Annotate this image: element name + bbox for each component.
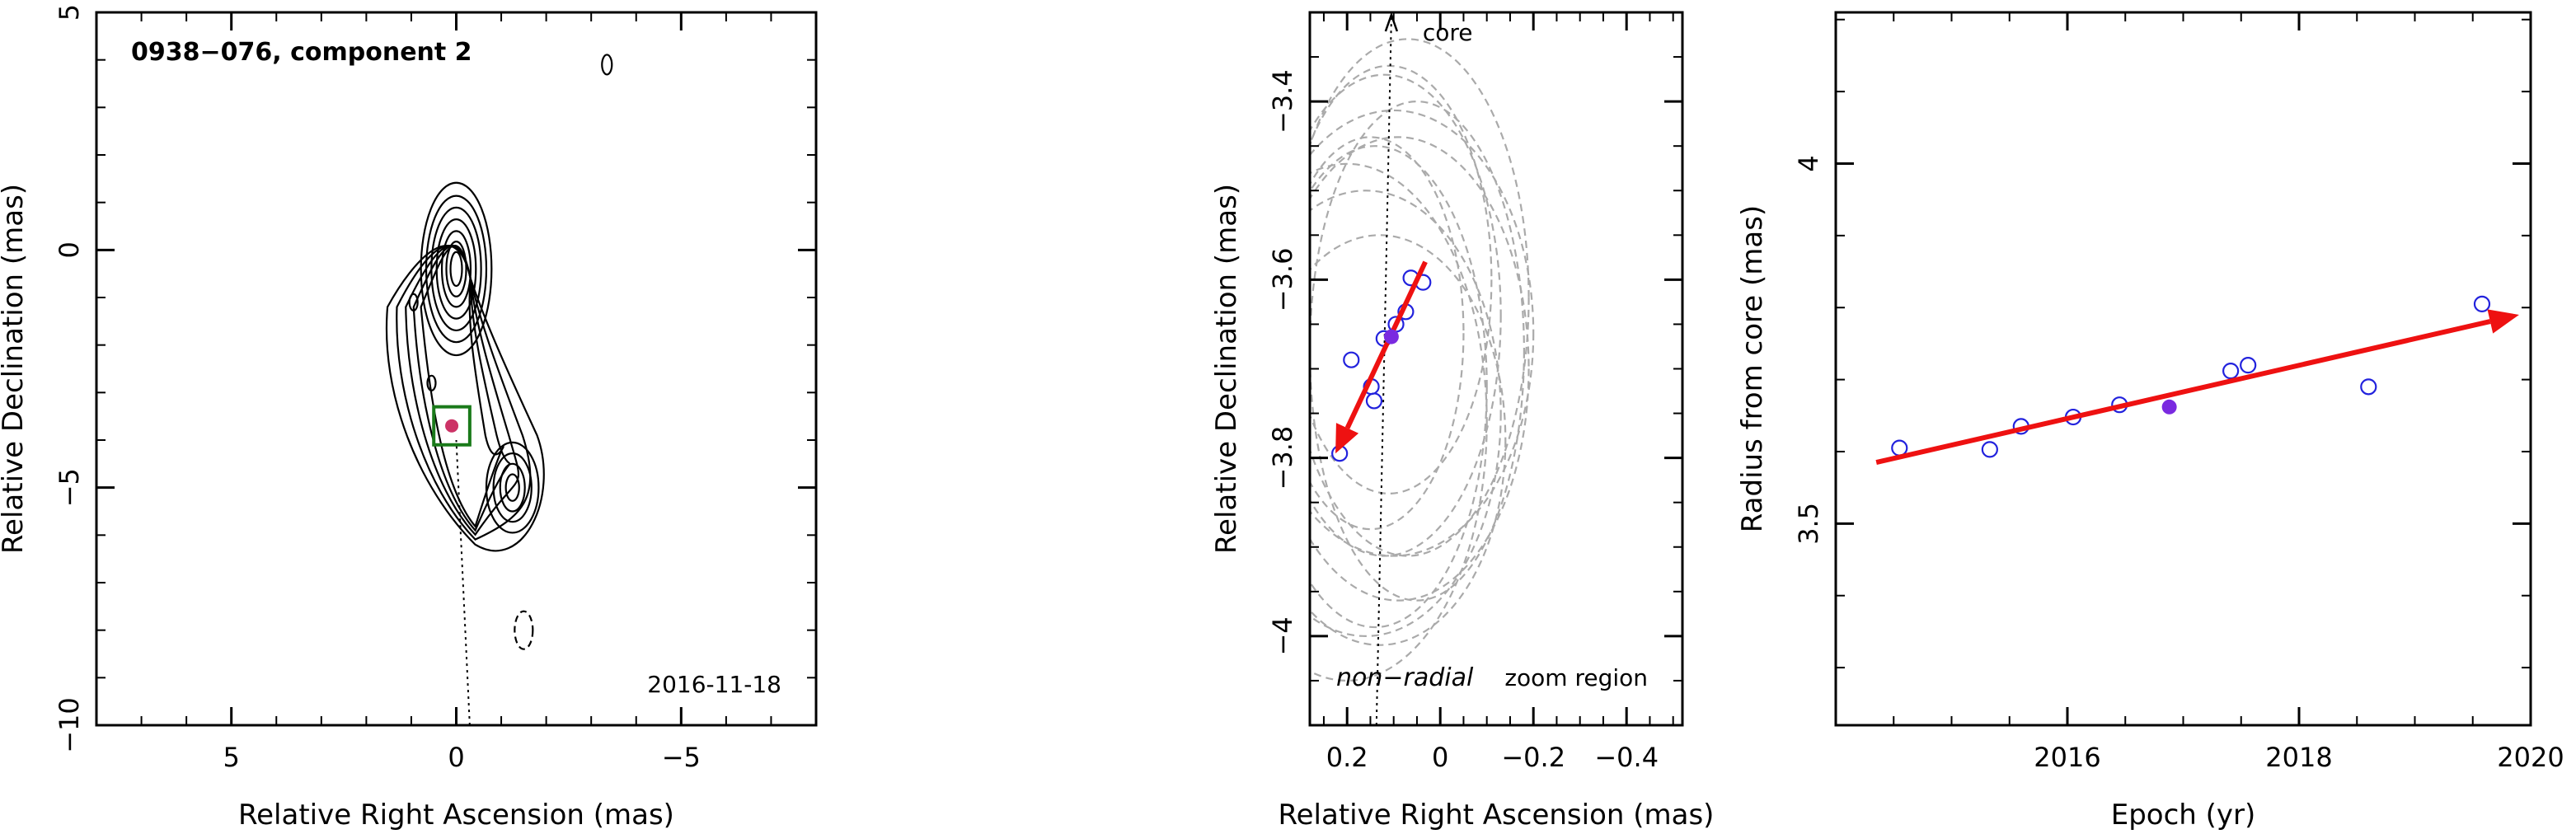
panel-middle-zoom-scatter: 0.2 0 −0.2 −0.4 −3.4 −3.6 −3.8 −4 core non−radi… [1210,11,1715,832]
y-tick-label: −10 [54,697,85,753]
error-ellipse [1310,145,1488,629]
data-point [2222,363,2240,380]
trend-vector [1875,319,2491,466]
x-tick-label: 2020 [2497,742,2564,773]
plot-frame [1834,11,2532,727]
data-point [2360,378,2377,396]
contour-core [449,251,463,288]
motion-vector [1344,260,1428,429]
epoch-label: 2016-11-18 [647,671,781,698]
contour-jet [420,245,504,528]
contour-blob [492,452,533,523]
core-arrow-head [1384,12,1399,32]
radius-points [1891,295,2491,458]
error-ellipse [1310,73,1502,557]
contour-lines [385,54,613,650]
data-point [2240,357,2257,374]
trajectory-line [455,439,471,726]
highlight-point [2161,399,2177,415]
x-axis-label: Relative Right Ascension (mas) [1279,799,1715,832]
error-ellipse [1310,64,1493,494]
contour-blob [499,462,526,513]
y-tick-label: −3.8 [1267,426,1298,490]
contour-core [430,206,482,332]
y-tick-label: −5 [54,468,85,507]
x-axis-label: Relative Right Ascension (mas) [238,799,674,832]
motion-vector-head [1335,423,1359,454]
contour-feature [601,54,613,76]
error-ellipse [1310,162,1488,682]
plot-frame [1308,11,1684,727]
y-axis-label: Radius from core (mas) [1736,205,1769,532]
negative-contour [514,610,534,650]
y-tick-label: 4 [1793,155,1824,171]
highlight-point [1383,329,1399,344]
y-tick-label: 3.5 [1793,503,1824,545]
core-direction-line [1375,17,1392,726]
error-ellipse [1310,234,1507,646]
data-point [1343,351,1360,368]
non-radial-annotation: non−radial [1336,663,1474,692]
axis-ticks: 0.2 0 −0.2 −0.4 −3.4 −3.6 −3.8 −4 [1267,12,1682,773]
x-tick-label: 0 [448,742,464,773]
zoom-region-annotation: zoom region [1504,664,1648,691]
error-ellipse [1310,38,1530,557]
contour-core [445,240,467,298]
x-tick-label: 2018 [2265,742,2332,773]
x-tick-label: −0.4 [1594,742,1659,773]
panel-left-contour-map: 5 0 −5 5 0 −5 −10 0938−076, component 2 2016-1… [0,4,818,832]
data-point [1891,439,1908,457]
contour-core [420,181,493,357]
data-point [1981,441,1998,458]
error-ellipse [1310,136,1465,531]
y-tick-label: 5 [54,4,85,21]
y-tick-label: 0 [54,241,85,258]
error-ellipse [1310,190,1502,637]
y-tick-label: −3.4 [1267,69,1298,134]
chart-title: 0938−076, component 2 [131,38,472,67]
contour-blob [504,473,520,502]
x-tick-label: 0 [1432,742,1448,773]
zoom-box [432,405,472,447]
component-marker [445,419,459,433]
error-ellipse [1310,136,1530,602]
error-ellipse [1310,109,1535,557]
x-tick-label: 0.2 [1326,742,1368,773]
data-point [1365,392,1383,410]
panel-right-radius-epoch: 2016 2018 2020 3.5 4 Epoch (yr) Radius from … [1736,11,2564,832]
contour-blob [485,441,540,534]
x-tick-label: 5 [223,742,240,773]
x-tick-label: 2016 [2034,742,2100,773]
axis-ticks: 5 0 −5 5 0 −5 −10 [54,4,817,773]
y-axis-label: Relative Declination (mas) [1210,184,1243,554]
x-tick-label: −0.2 [1501,742,1565,773]
axis-ticks: 2016 2018 2020 3.5 4 [1793,12,2564,773]
core-annotation: core [1423,19,1473,46]
trend-vector-head [2487,309,2519,334]
x-tick-label: −5 [662,742,701,773]
y-axis-label: Relative Declination (mas) [0,184,30,554]
error-ellipse [1310,101,1525,602]
contour-feature [426,374,437,391]
data-point [2473,295,2491,312]
contour-feature [408,293,419,312]
y-tick-label: −3.6 [1267,248,1298,312]
contour-core [440,230,472,308]
x-axis-label: Epoch (yr) [2111,799,2256,832]
error-ellipses [1310,38,1535,682]
plot-frame [95,11,818,727]
y-tick-label: −4 [1267,616,1298,655]
